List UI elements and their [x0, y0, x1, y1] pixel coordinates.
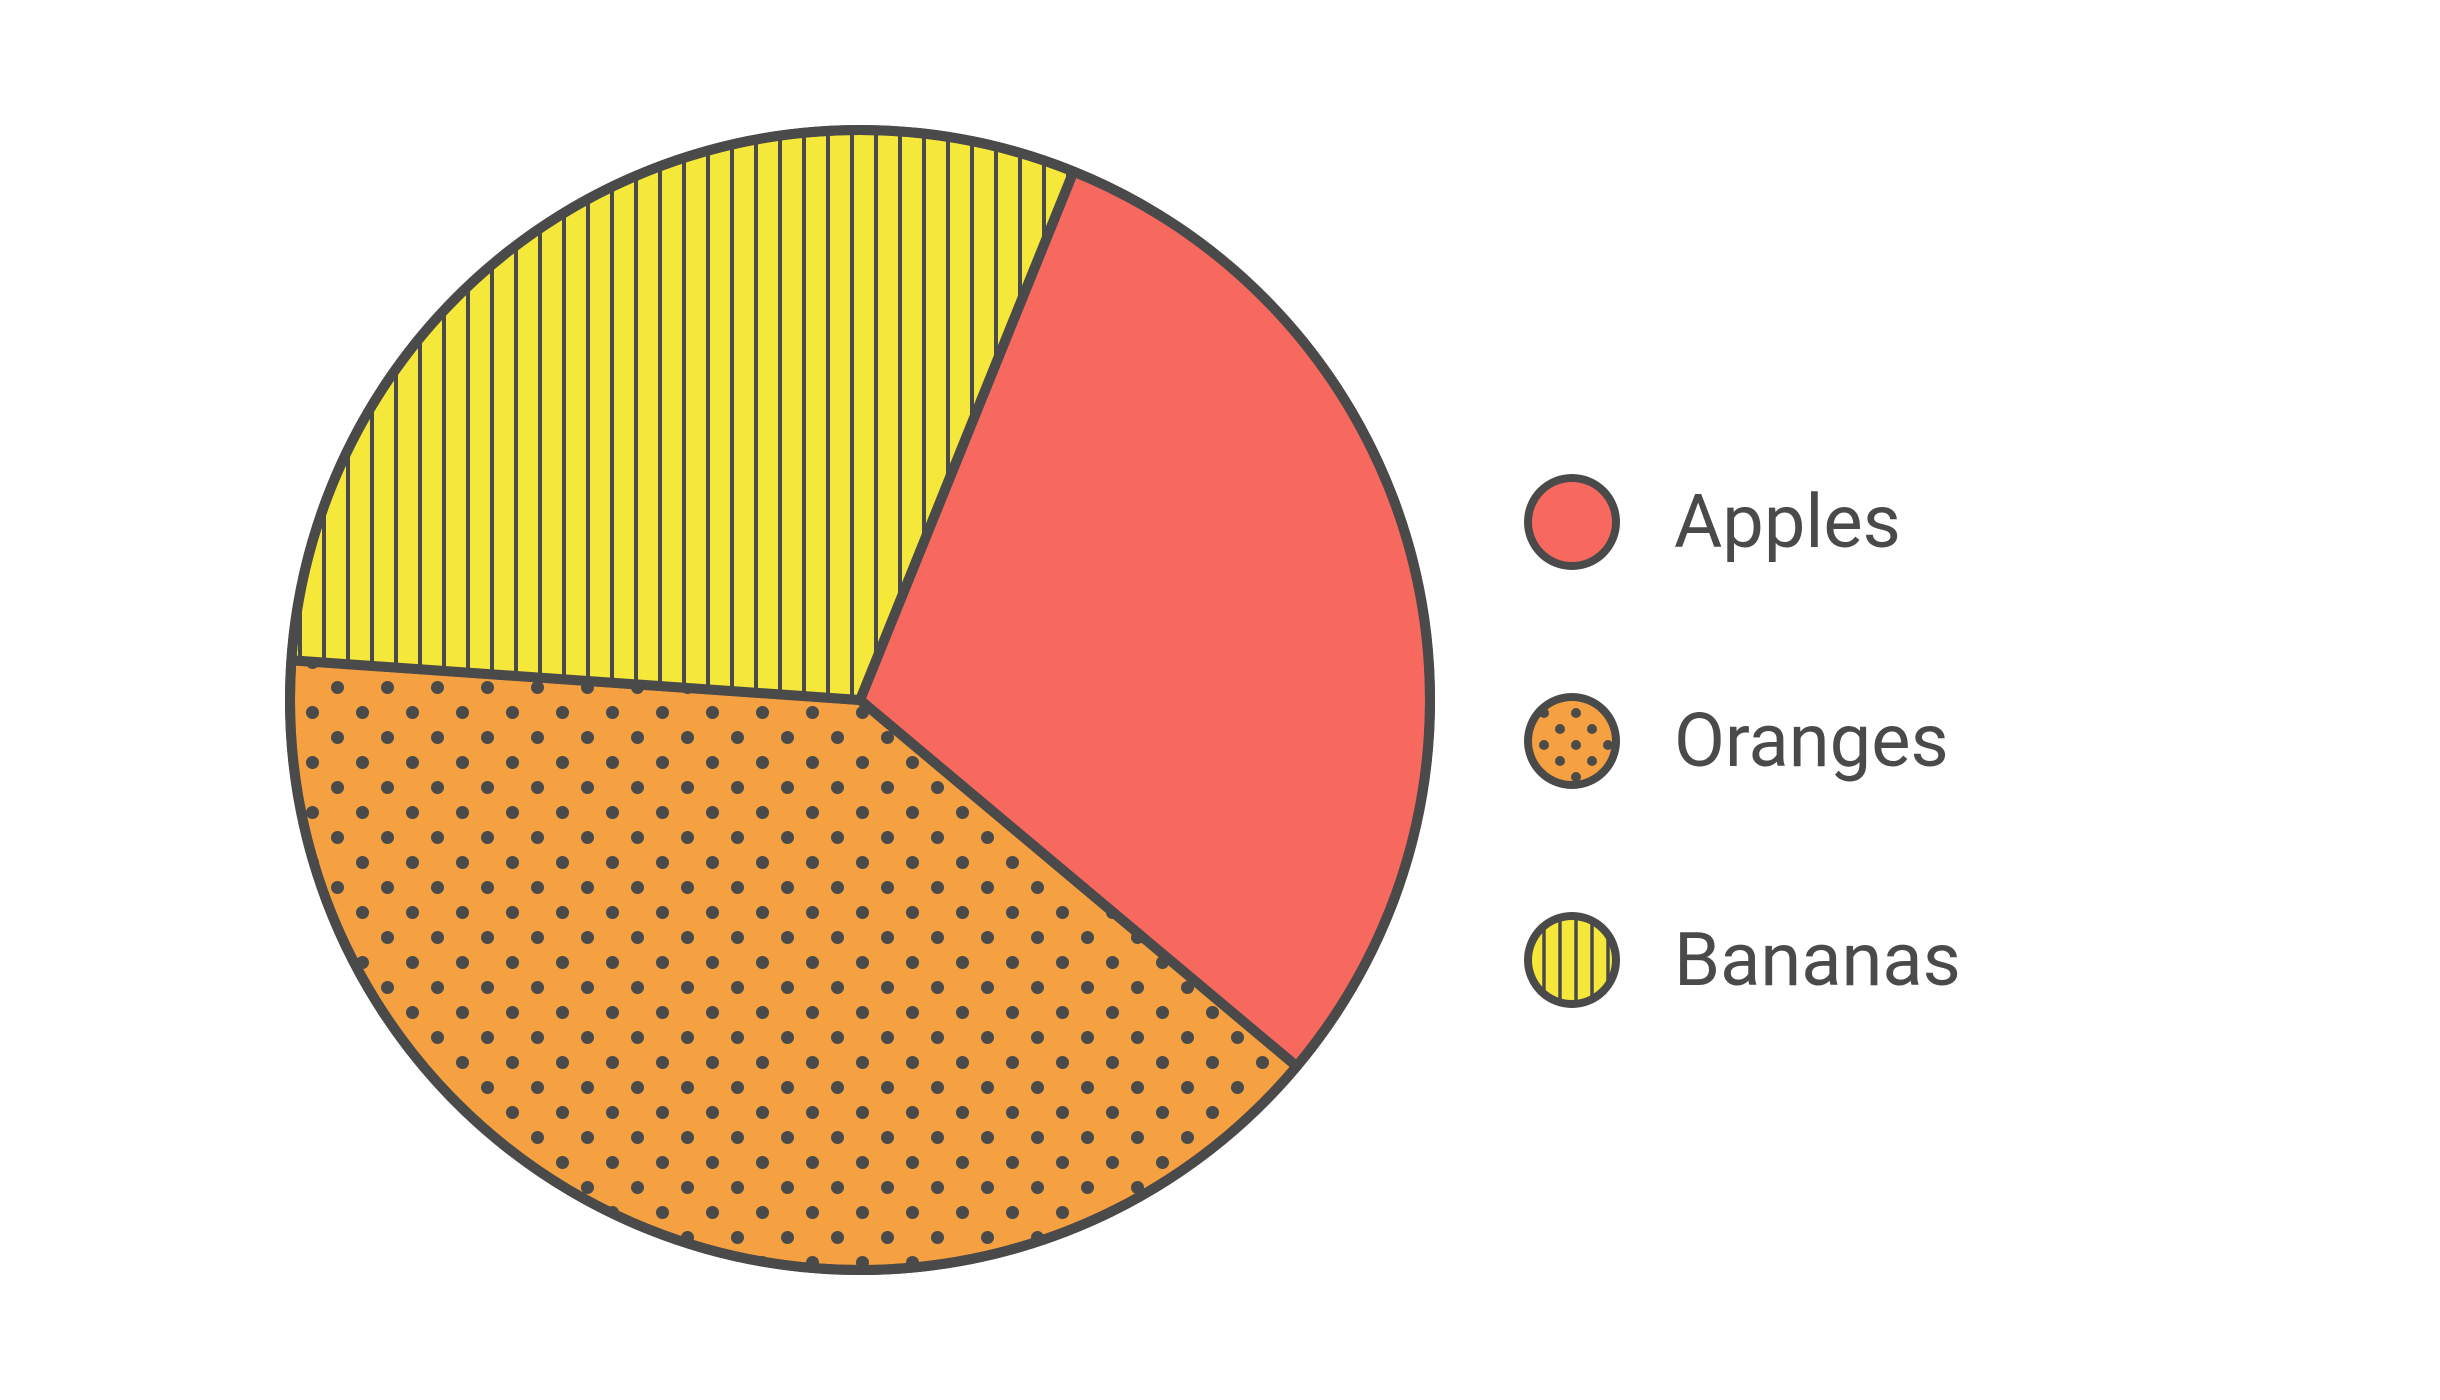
pie-chart [0, 0, 2440, 1400]
legend-swatch-oranges [1520, 689, 1624, 793]
legend-item-oranges: Oranges [1520, 689, 1961, 793]
legend-swatch-apples [1520, 470, 1624, 574]
legend-label-oranges: Oranges [1674, 698, 1949, 785]
legend-label-bananas: Bananas [1674, 917, 1961, 1004]
chart-stage: Apples Oranges Bananas [0, 0, 2440, 1400]
legend-swatch-bananas [1520, 908, 1624, 1012]
legend-item-apples: Apples [1520, 470, 1961, 574]
legend: Apples Oranges Bananas [1520, 470, 1961, 1012]
legend-label-apples: Apples [1674, 479, 1901, 566]
legend-item-bananas: Bananas [1520, 908, 1961, 1012]
